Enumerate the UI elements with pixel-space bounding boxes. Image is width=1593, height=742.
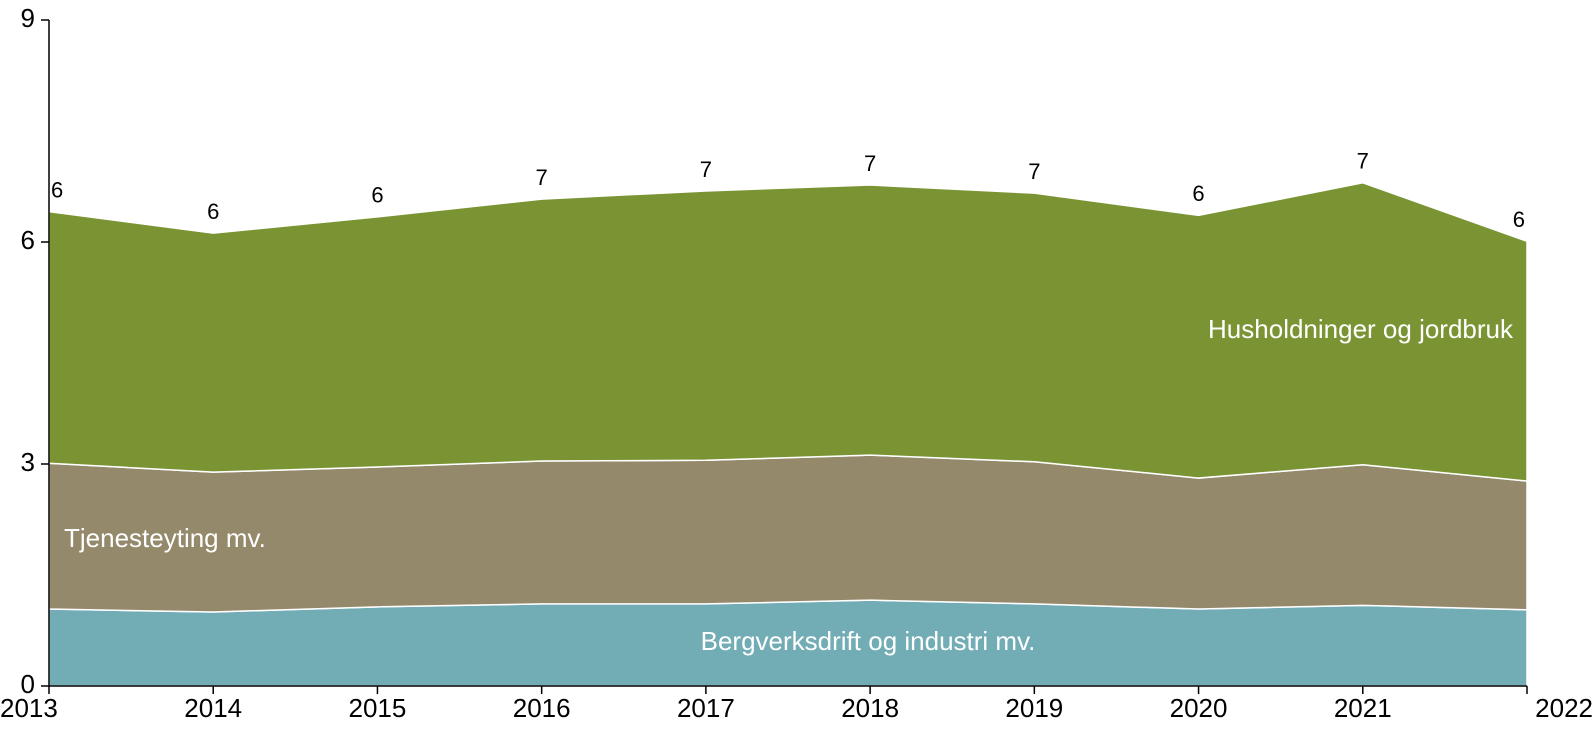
x-tick-label: 2018 [841,693,899,723]
data-label: 7 [1028,159,1040,184]
data-label: 7 [700,157,712,182]
data-label: 6 [51,177,63,202]
y-tick-label: 9 [21,3,35,33]
x-tick-label: 2016 [513,693,571,723]
y-tick-label: 0 [21,669,35,699]
data-label: 7 [536,165,548,190]
x-tick-label: 2022 [1535,693,1593,723]
y-tick-label: 3 [21,447,35,477]
series-label: Husholdninger og jordbruk [1208,314,1514,344]
x-tick-label: 2015 [349,693,407,723]
x-tick-label: 2020 [1170,693,1228,723]
x-tick-label: 2017 [677,693,735,723]
x-tick-label: 2013 [0,693,58,723]
y-tick-label: 6 [21,225,35,255]
x-tick-label: 2014 [184,693,242,723]
x-tick-label: 2019 [1005,693,1063,723]
area [48,454,1528,613]
data-label: 6 [207,199,219,224]
x-tick-label: 2021 [1334,693,1392,723]
data-label: 6 [1513,207,1525,232]
series-label: Bergverksdrift og industri mv. [701,626,1036,656]
data-label: 6 [371,183,383,208]
data-label: 6 [1192,181,1204,206]
data-label: 7 [1357,149,1369,174]
data-label: 7 [864,151,876,176]
area [48,182,1528,482]
series-label: Tjenesteyting mv. [64,523,266,553]
